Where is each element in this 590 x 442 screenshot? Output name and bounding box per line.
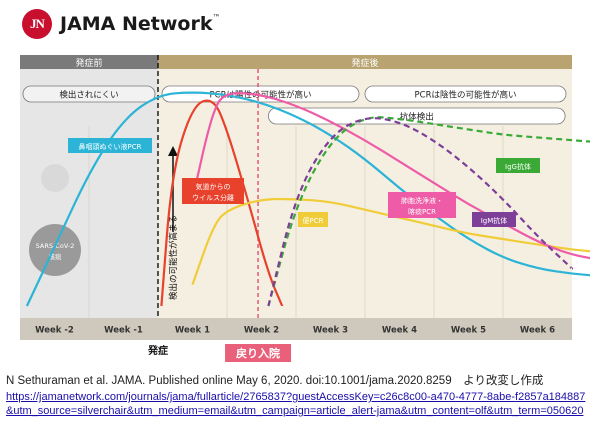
likelihood-arrow-label: 検出の可能性が高まる bbox=[168, 215, 179, 300]
x-tick-label: Week 3 bbox=[313, 326, 348, 336]
trademark: ™ bbox=[212, 13, 221, 22]
series-label-box bbox=[298, 212, 328, 227]
status-pre-box bbox=[22, 85, 156, 103]
phase-pre-label: 発症前 bbox=[75, 57, 102, 69]
x-tick-label: Week 6 bbox=[520, 326, 555, 336]
series-label-box bbox=[472, 212, 516, 227]
series-label-1: ウイルス分離 bbox=[192, 193, 234, 202]
return-label: 戻り入院 bbox=[235, 346, 280, 360]
status-antibody-box bbox=[267, 107, 566, 125]
series-label-3: 肺胞洗浄液・ bbox=[401, 196, 443, 205]
x-tick-label: Week 2 bbox=[244, 326, 279, 336]
phase-pre-band bbox=[20, 55, 158, 69]
onset-label: 発症 bbox=[147, 344, 168, 357]
series-label-box bbox=[388, 192, 456, 218]
arrow-head-icon bbox=[168, 146, 178, 156]
source-footer: N Sethuraman et al. JAMA. Published onli… bbox=[6, 374, 588, 418]
jn-logo-icon: JN bbox=[22, 9, 52, 39]
series-line-2 bbox=[191, 197, 590, 285]
series-label-box bbox=[496, 158, 540, 173]
series-label-box bbox=[182, 178, 244, 204]
x-tick-label: Week 4 bbox=[382, 326, 417, 336]
series-label-3: 喀痰PCR bbox=[408, 207, 436, 216]
x-tick-label: Week -1 bbox=[104, 326, 143, 336]
citation-text: N Sethuraman et al. JAMA. Published onli… bbox=[6, 375, 544, 387]
status-pcr-negative-box bbox=[364, 85, 567, 103]
series-label-1: 気道からの bbox=[196, 182, 231, 191]
brand-name: JAMA Network bbox=[60, 13, 213, 35]
series-line-4 bbox=[267, 116, 590, 307]
series-label-box bbox=[68, 138, 152, 153]
x-tick-label: Week 5 bbox=[451, 326, 486, 336]
series-line-1 bbox=[160, 99, 284, 307]
axis-band bbox=[20, 318, 572, 340]
virus-small-icon bbox=[41, 164, 69, 192]
virus-large-icon bbox=[29, 224, 81, 276]
virus-label-2: 咳痰 bbox=[49, 252, 63, 261]
x-tick-label: Week 1 bbox=[175, 326, 210, 336]
series-label-4: IgG抗体 bbox=[505, 162, 531, 171]
series-label-5: IgM抗体 bbox=[481, 216, 508, 225]
jama-network-logo[interactable]: JN JAMA Network™ bbox=[22, 8, 220, 40]
status-pre-label: 検出されにくい bbox=[59, 90, 118, 101]
series-line-5 bbox=[267, 117, 574, 307]
phase-post-band bbox=[158, 55, 572, 69]
status-antibody-label: 抗体検出 bbox=[400, 112, 434, 123]
status-pcr-negative-label: PCRは陰性の可能性が高い bbox=[415, 90, 517, 101]
series-label-0: 鼻咽頭ぬぐい液PCR bbox=[79, 142, 142, 151]
series-label-2: 便PCR bbox=[303, 216, 324, 225]
x-tick-label: Week -2 bbox=[35, 326, 74, 336]
return-badge bbox=[225, 344, 292, 362]
source-link[interactable]: https://jamanetwork.com/journals/jama/fu… bbox=[6, 391, 586, 417]
phase-post-label: 発症後 bbox=[351, 57, 378, 69]
